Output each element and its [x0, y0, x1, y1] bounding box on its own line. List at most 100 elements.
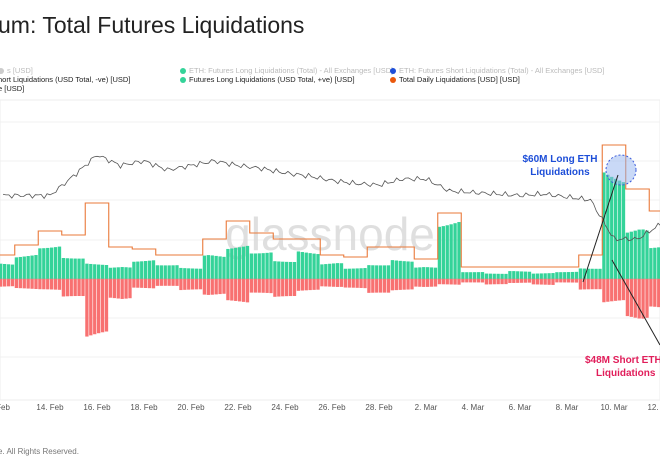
- short-bar: [26, 279, 30, 289]
- long-bar: [308, 253, 312, 279]
- legend-item[interactable]: Total Daily Liquidations [USD] [USD]: [390, 75, 520, 84]
- long-bar: [547, 273, 551, 279]
- long-bar: [570, 271, 575, 279]
- short-bar: [296, 279, 301, 291]
- long-bar: [116, 267, 120, 279]
- long-bar: [277, 261, 281, 279]
- legend-item[interactable]: e [USD]: [0, 84, 24, 93]
- short-bar: [218, 279, 222, 295]
- long-bar: [3, 263, 7, 279]
- legend-item[interactable]: hort Liquidations (USD Total, -ve) [USD]: [0, 75, 130, 84]
- short-bar: [339, 279, 344, 287]
- short-bar: [625, 279, 630, 317]
- long-bar: [265, 252, 269, 279]
- short-bar: [288, 279, 293, 297]
- long-bar: [567, 272, 571, 279]
- long-bar: [14, 257, 19, 279]
- long-bar: [473, 272, 477, 279]
- short-bar: [234, 279, 238, 301]
- short-bar: [210, 279, 214, 295]
- short-bar: [598, 279, 602, 290]
- short-bar: [379, 279, 383, 293]
- long-bar: [398, 260, 402, 279]
- long-bar: [445, 225, 449, 279]
- long-bar: [410, 261, 414, 279]
- short-bar: [653, 279, 657, 307]
- short-bar: [453, 279, 457, 285]
- short-bar: [97, 279, 101, 334]
- long-bar: [191, 268, 195, 279]
- long-bar: [144, 261, 148, 279]
- short-bar: [347, 279, 351, 288]
- short-bar: [179, 279, 183, 291]
- long-bar: [347, 268, 351, 279]
- short-bar: [629, 279, 633, 317]
- short-bar: [100, 279, 105, 333]
- annotation-short-line2: Liquidations: [596, 368, 656, 379]
- long-bar: [226, 248, 230, 279]
- long-bar: [359, 268, 363, 279]
- long-bar: [241, 246, 246, 279]
- long-bar: [461, 272, 465, 279]
- legend-item[interactable]: ETH: Futures Long Liquidations (Total) -…: [180, 66, 393, 75]
- short-bar: [480, 279, 485, 283]
- short-bar: [273, 279, 277, 297]
- short-bar: [574, 279, 579, 283]
- arrow-short: [611, 259, 660, 346]
- short-bar: [343, 279, 348, 288]
- long-bar: [390, 260, 395, 279]
- long-bar: [465, 272, 469, 279]
- long-bar: [535, 273, 539, 279]
- x-tick-label: Feb: [0, 403, 10, 412]
- long-bar: [332, 263, 336, 279]
- short-bar: [567, 279, 571, 283]
- long-bar: [151, 260, 156, 279]
- long-bar: [120, 267, 124, 279]
- legend-item[interactable]: Futures Long Liquidations (USD Total, +v…: [180, 75, 355, 84]
- short-bar: [183, 279, 187, 290]
- legend-label: e [USD]: [0, 84, 25, 93]
- short-bar: [449, 279, 453, 285]
- long-bar: [273, 261, 277, 279]
- long-bar: [582, 268, 586, 279]
- short-bar: [198, 279, 203, 290]
- short-bar: [238, 279, 242, 302]
- long-bar: [382, 265, 387, 279]
- legend-dot-icon: [180, 77, 186, 84]
- x-tick-label: 18. Feb: [130, 403, 158, 412]
- long-bar: [50, 247, 54, 279]
- long-bar: [61, 258, 66, 279]
- short-bar: [500, 279, 504, 285]
- short-bar: [128, 279, 132, 299]
- long-bar: [555, 272, 559, 279]
- long-bar: [179, 267, 183, 279]
- long-bar: [492, 273, 496, 279]
- short-bar: [582, 279, 586, 290]
- long-bar: [155, 265, 160, 279]
- short-bar: [445, 279, 449, 285]
- long-bar: [26, 256, 30, 279]
- short-bar: [539, 279, 543, 285]
- short-bar: [496, 279, 500, 285]
- short-bar: [155, 279, 160, 286]
- legend-item[interactable]: s [USD]: [0, 66, 33, 75]
- x-tick-label: 16. Feb: [83, 403, 111, 412]
- short-bar: [473, 279, 477, 283]
- short-bar: [191, 279, 195, 290]
- short-bar: [602, 279, 606, 303]
- long-bar: [516, 271, 520, 279]
- long-bar: [77, 258, 81, 279]
- long-bar: [194, 268, 199, 279]
- legend-label: Total Daily Liquidations [USD] [USD]: [399, 75, 520, 84]
- short-bar: [484, 279, 489, 285]
- long-bar: [625, 232, 630, 279]
- short-bar: [187, 279, 191, 290]
- long-bar: [375, 265, 379, 279]
- long-bar: [42, 248, 46, 279]
- short-bar: [437, 279, 442, 285]
- long-bar: [163, 265, 167, 279]
- long-bar: [394, 260, 398, 279]
- long-bar: [30, 255, 34, 279]
- legend-item[interactable]: ETH: Futures Short Liquidations (Total) …: [390, 66, 605, 75]
